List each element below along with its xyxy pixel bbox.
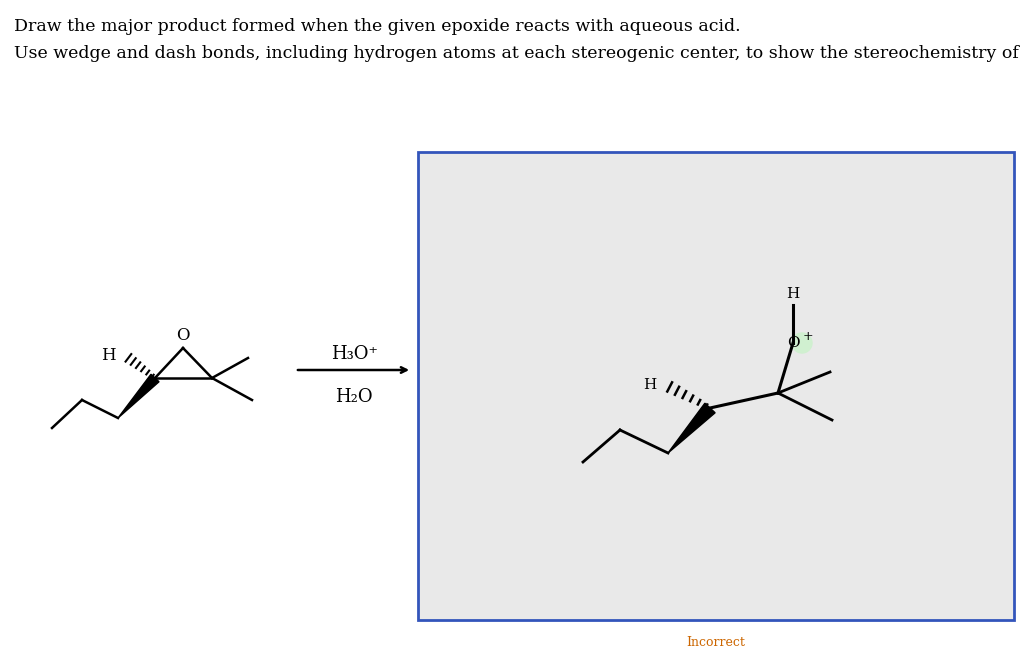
Text: +: + (803, 331, 813, 344)
Text: O: O (176, 327, 189, 344)
Text: H₃O⁺: H₃O⁺ (331, 345, 378, 363)
Text: H₂O: H₂O (335, 388, 373, 406)
Text: O: O (786, 336, 800, 350)
Text: H: H (643, 378, 656, 392)
Text: Use wedge and dash bonds, including hydrogen atoms at each stereogenic center, t: Use wedge and dash bonds, including hydr… (14, 45, 1024, 62)
Text: H: H (101, 348, 116, 364)
Polygon shape (668, 403, 715, 453)
Text: H: H (786, 287, 800, 301)
Bar (418, 152, 1014, 620)
Text: Draw the major product formed when the given epoxide reacts with aqueous acid.: Draw the major product formed when the g… (14, 18, 740, 35)
Polygon shape (118, 374, 159, 418)
Circle shape (792, 333, 812, 353)
Text: Incorrect: Incorrect (686, 636, 745, 649)
